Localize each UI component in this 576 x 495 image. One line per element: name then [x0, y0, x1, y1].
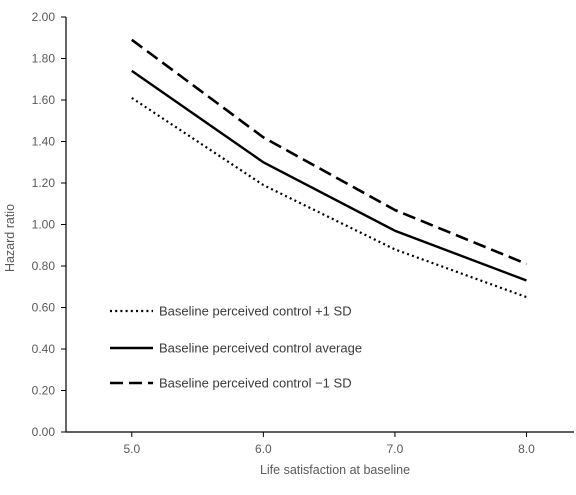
- series-lines: [131, 38, 527, 299]
- y-tick-label: 0.80: [32, 259, 56, 273]
- y-tick-label: 1.60: [32, 93, 56, 107]
- y-tick-label: 0.60: [32, 301, 56, 315]
- x-tick-label: 8.0: [518, 442, 535, 456]
- y-tick-label: 1.40: [32, 135, 56, 149]
- y-tick-label: 1.80: [32, 52, 56, 66]
- y-tick-label: 1.20: [32, 176, 56, 190]
- x-axis-ticks: 5.0 6.0 7.0 8.0: [123, 432, 535, 456]
- y-tick-label: 1.00: [32, 218, 56, 232]
- y-axis-ticks: 0.00 0.20 0.40 0.60 0.80 1.00 1.20 1.40 1.60 1.80…: [32, 10, 66, 439]
- x-tick-label: 5.0: [123, 442, 140, 456]
- legend: Baseline perceived control +1 SD Baseline…: [110, 304, 362, 391]
- x-tick-label: 6.0: [255, 442, 272, 456]
- series-line-dotted: [131, 96, 527, 299]
- y-axis-title: Hazard ratio: [3, 204, 17, 272]
- y-tick-label: 0.20: [32, 384, 56, 398]
- legend-label: Baseline perceived control +1 SD: [159, 304, 352, 319]
- y-tick-label: 0.40: [32, 342, 56, 356]
- x-tick-label: 7.0: [387, 442, 404, 456]
- series-line-solid: [131, 69, 527, 282]
- legend-label: Baseline perceived control −1 SD: [159, 376, 352, 391]
- x-axis-title: Life satisfaction at baseline: [260, 463, 410, 477]
- legend-label: Baseline perceived control average: [159, 341, 362, 356]
- y-tick-label: 0.00: [32, 425, 56, 439]
- series-line-dashed: [131, 38, 527, 266]
- y-tick-label: 2.00: [32, 10, 56, 24]
